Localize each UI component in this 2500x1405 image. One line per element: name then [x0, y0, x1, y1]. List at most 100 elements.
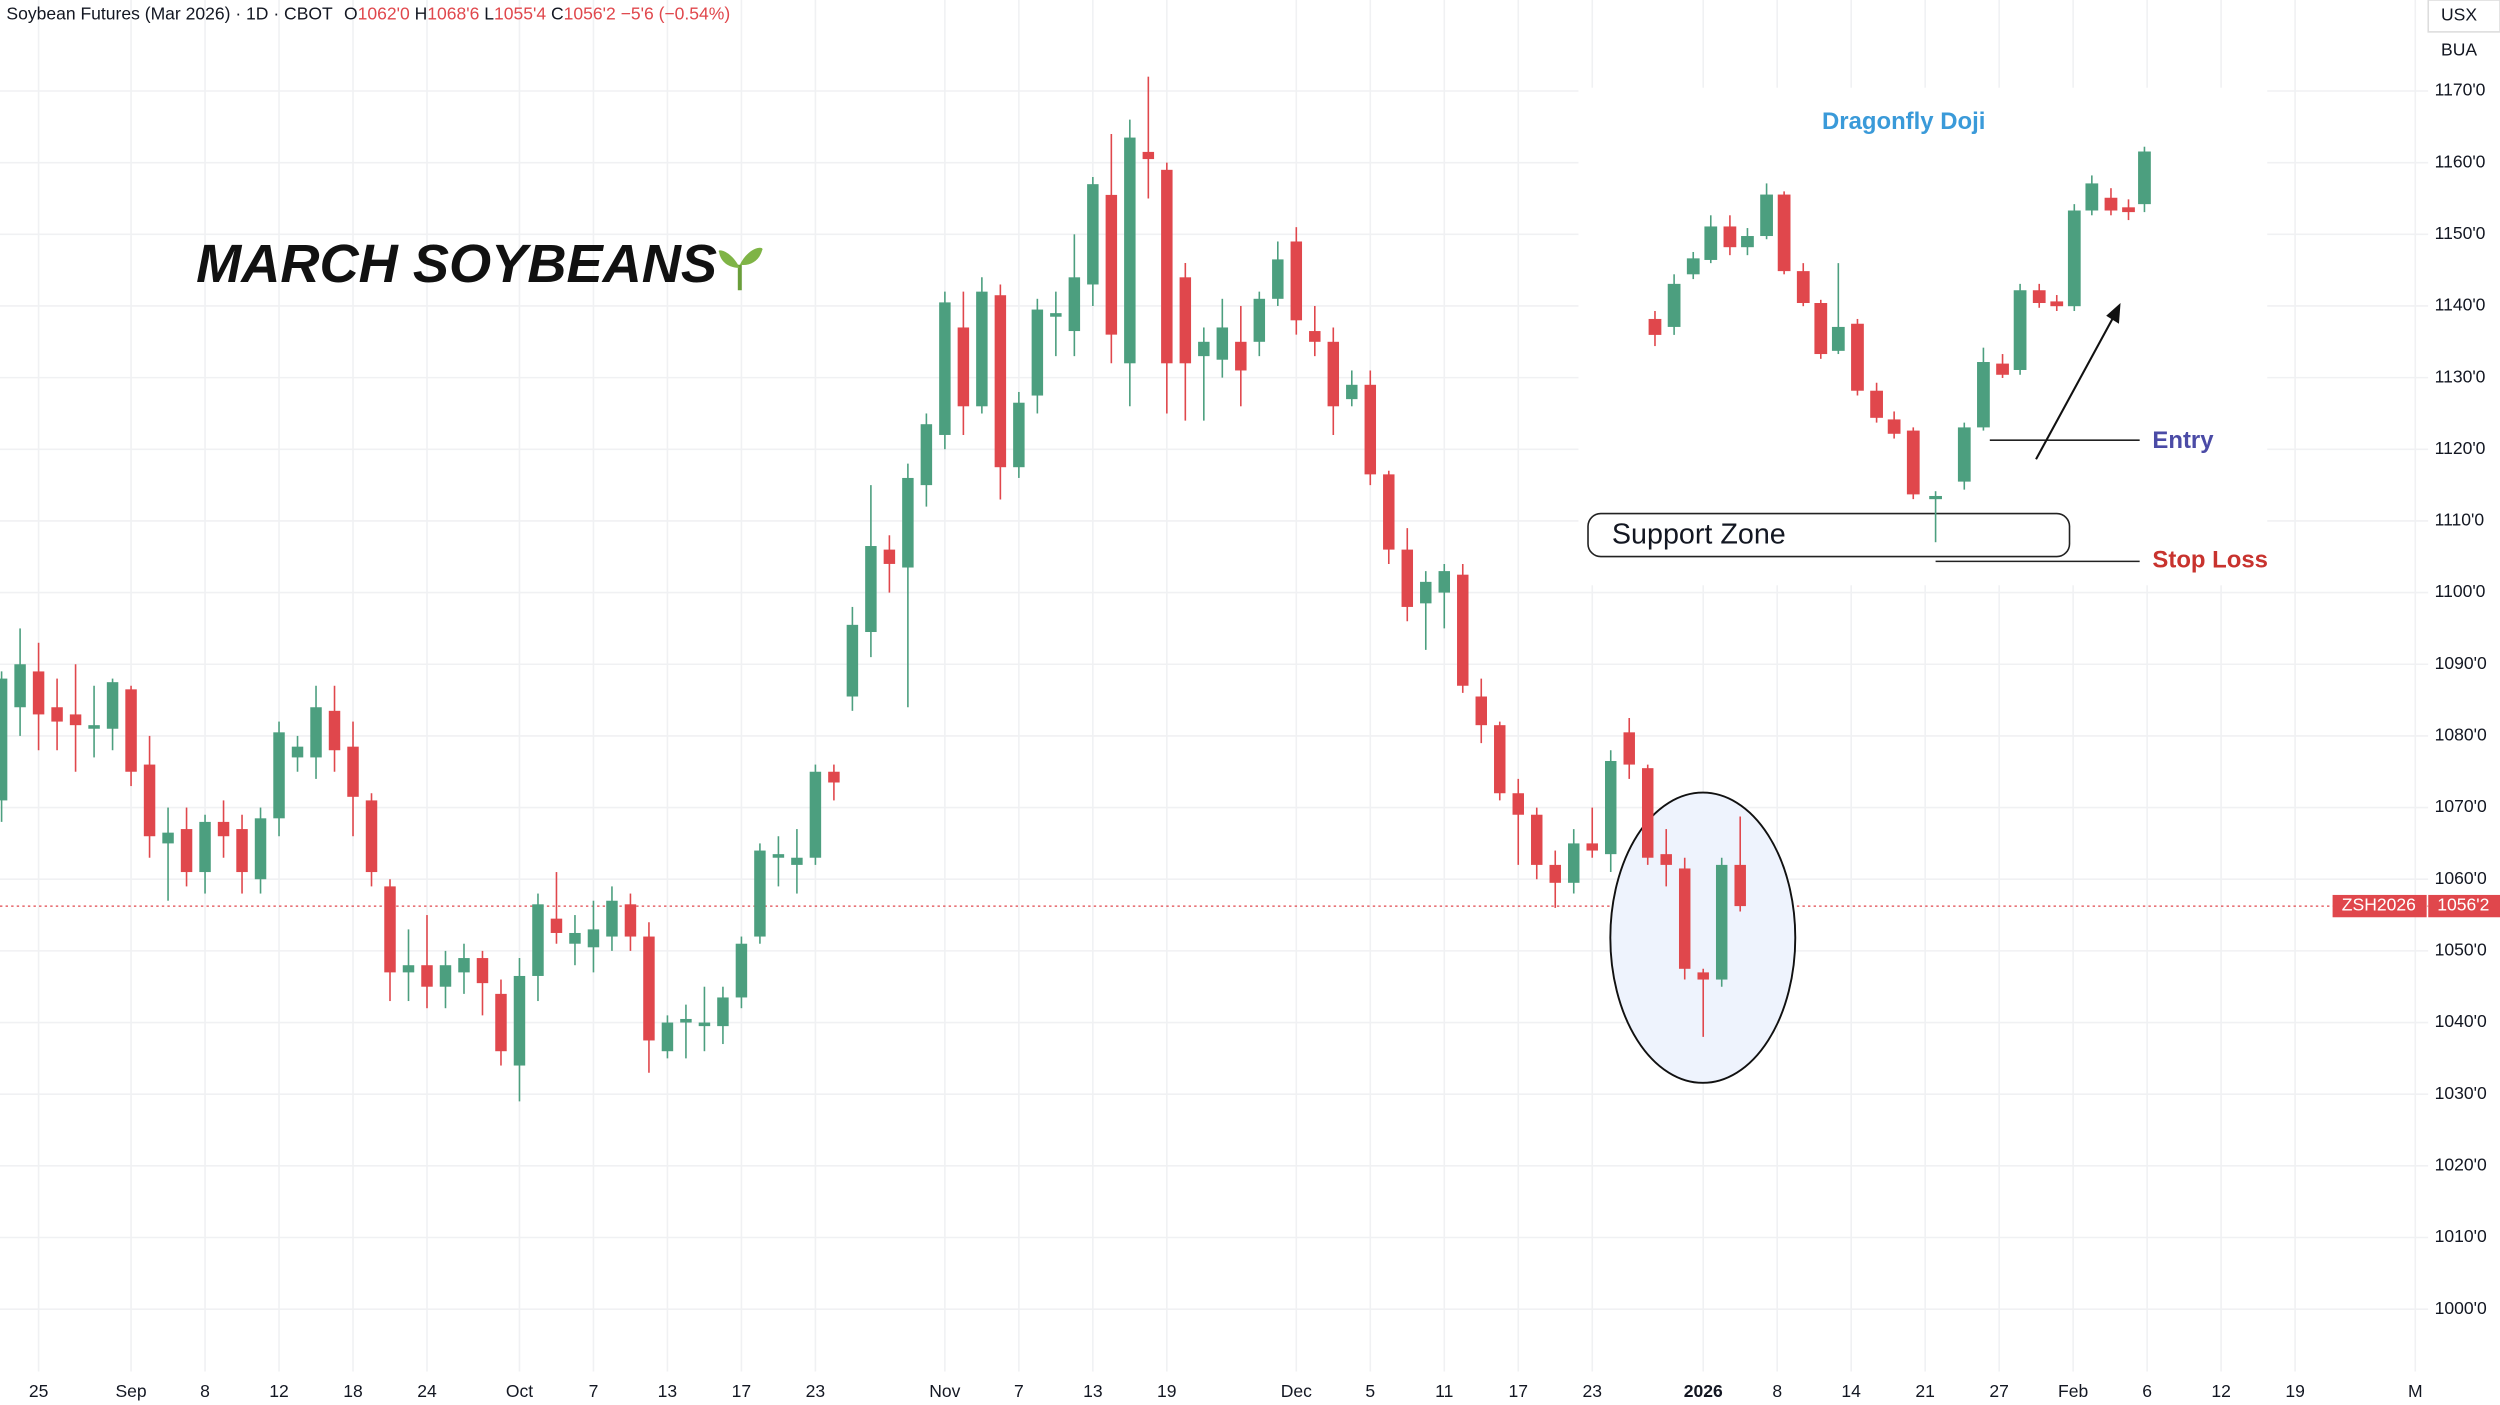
illustration-body: [1814, 303, 1828, 355]
price-axis: [2428, 0, 2500, 1405]
candle-body: [957, 327, 970, 407]
illustration-body: [1870, 390, 1883, 418]
candle-body: [143, 764, 156, 837]
last-price-label: 1056'2: [2437, 895, 2489, 915]
candle-body: [735, 943, 748, 998]
candle-body: [680, 1018, 692, 1023]
symbol-tag: ZSH2026: [2342, 895, 2416, 915]
candle-body: [1623, 732, 1635, 765]
x-tick-label: 13: [1083, 1381, 1103, 1401]
candle-body: [1494, 725, 1506, 794]
x-tick-label: 25: [29, 1381, 49, 1401]
chart-header: Soybean Futures (Mar 2026) · 1D · CBOT O…: [6, 3, 730, 23]
candle-body: [717, 997, 729, 1027]
candle-body: [402, 965, 415, 973]
x-tick-label: Nov: [929, 1381, 960, 1401]
candle-body: [310, 707, 322, 758]
illustration-body: [1977, 362, 1990, 428]
arrow-line: [2035, 315, 2116, 460]
candle-body: [1660, 854, 1672, 865]
candle-body: [846, 624, 859, 697]
x-tick-label: Dec: [1281, 1381, 1312, 1401]
y-tick-label: 1020'0: [2435, 1154, 2487, 1174]
candle-body: [328, 710, 341, 751]
candle-body: [698, 1022, 711, 1027]
illustration-body: [1957, 427, 1971, 482]
x-tick-label: 8: [1772, 1381, 1782, 1401]
candle-body: [939, 302, 951, 435]
sprout-icon: [718, 247, 763, 291]
entry-label: Entry: [2152, 427, 2214, 454]
candle-body: [809, 771, 822, 858]
candle-body: [180, 829, 193, 873]
candle-body: [920, 424, 933, 486]
candle-body: [458, 958, 470, 973]
candle-body: [772, 854, 785, 858]
y-tick-label: 1100'0: [2435, 581, 2486, 601]
inset-background: [1578, 87, 2268, 586]
x-tick-label: 17: [732, 1381, 752, 1401]
support-zone-label: Support Zone: [1612, 518, 1786, 550]
candle-body: [1124, 137, 1136, 364]
illustration-body: [2067, 210, 2081, 307]
illustration-body: [1667, 283, 1681, 327]
candle-body: [587, 929, 600, 948]
candle-body: [1734, 864, 1746, 907]
x-tick-label: 7: [1014, 1381, 1024, 1401]
y-tick-label: 1000'0: [2435, 1298, 2487, 1318]
candle-body: [365, 800, 378, 873]
candle-body: [1605, 760, 1617, 855]
candle-body: [1346, 384, 1358, 400]
support-zone-box: [1587, 512, 2071, 558]
candle-body: [14, 664, 26, 708]
stop-label: Stop Loss: [2152, 547, 2268, 574]
x-tick-label: 23: [806, 1381, 826, 1401]
candle-body: [1475, 696, 1487, 726]
candle-body: [1161, 169, 1173, 364]
candle-body: [217, 821, 230, 837]
x-tick-label: 12: [269, 1381, 289, 1401]
y-tick-label: 1160'0: [2435, 151, 2486, 171]
x-tick-label: Feb: [2058, 1381, 2088, 1401]
candle-body: [1290, 241, 1303, 321]
currency-tag: BUA: [2441, 40, 2477, 60]
sprout-leaf: [718, 250, 740, 268]
x-tick-label: M: [2408, 1381, 2423, 1401]
illustration-body: [1831, 326, 1845, 351]
candle-body: [550, 918, 563, 933]
y-tick-label: 1110'0: [2435, 510, 2485, 530]
ohlc-value: 1062'0: [358, 3, 410, 23]
ohlc-letter: C: [551, 3, 564, 23]
x-tick-label: 6: [2142, 1381, 2152, 1401]
candle-body: [513, 975, 526, 1066]
pattern-inset: Dragonfly Doji Support Zone Entry Stop L…: [1578, 87, 2268, 586]
candle-body: [32, 671, 45, 715]
currency-tag: USX: [2441, 5, 2477, 25]
x-tick-label: 27: [1989, 1381, 2009, 1401]
candle-body: [1179, 277, 1192, 364]
illustration-body: [2013, 290, 2027, 370]
candle-body: [791, 857, 803, 865]
illustration-body: [1929, 495, 1942, 500]
candles: [0, 76, 1746, 1102]
candle-body: [1641, 768, 1654, 858]
candle-body: [347, 746, 359, 797]
x-tick-label: 19: [2285, 1381, 2305, 1401]
ohlc-value: 1056'2: [564, 3, 616, 23]
candle-body: [1438, 571, 1451, 593]
ohlc-letter: L: [484, 3, 494, 23]
candle-body: [1142, 151, 1155, 160]
illustration-body: [1851, 323, 1864, 391]
candle-body: [1420, 581, 1432, 604]
candle-body: [106, 682, 119, 729]
x-tick-label: 18: [343, 1381, 363, 1401]
candle-body: [421, 965, 433, 987]
candle-body: [1031, 309, 1044, 396]
symbol-tag-box: [2332, 894, 2427, 918]
illustration-body: [1906, 430, 1920, 495]
candle-body: [1549, 864, 1561, 883]
y-tick-label: 1090'0: [2435, 653, 2487, 673]
x-tick-label: 21: [1915, 1381, 1935, 1401]
